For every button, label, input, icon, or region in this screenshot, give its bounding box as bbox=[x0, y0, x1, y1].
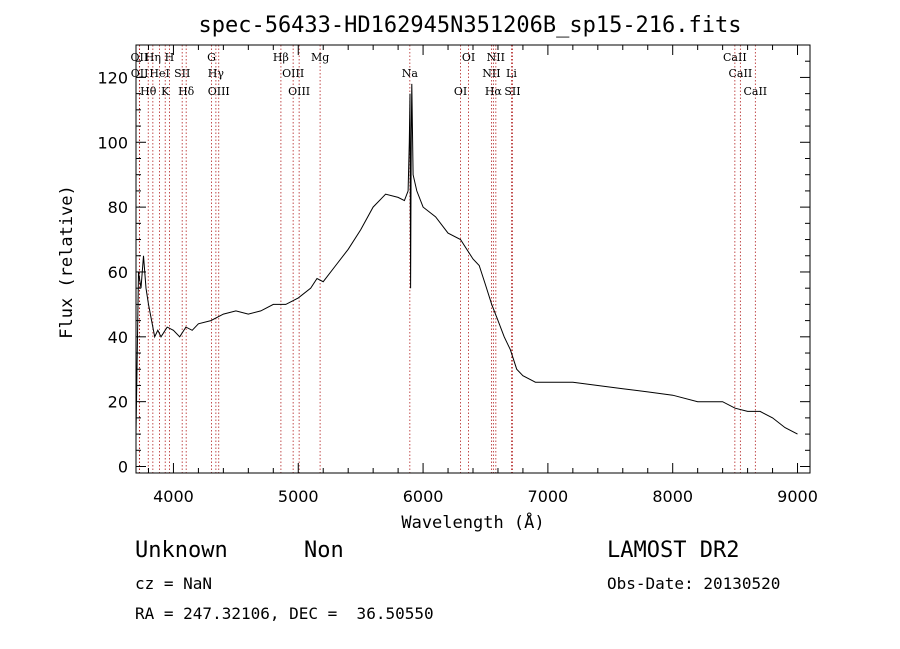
emission-line-label: OI bbox=[462, 51, 475, 64]
emission-line-label: CaII bbox=[743, 85, 767, 98]
emission-line-label: Hγ bbox=[208, 67, 225, 80]
x-tick-label: 8000 bbox=[652, 487, 693, 506]
emission-line-label: OII bbox=[131, 67, 149, 80]
emission-line-label: Na bbox=[402, 67, 419, 80]
y-tick-label: 100 bbox=[97, 133, 128, 152]
emission-line-label: OIII bbox=[208, 85, 230, 98]
emission-line-label: Hη bbox=[145, 51, 161, 64]
emission-line-label: Hα bbox=[485, 85, 503, 98]
emission-line-label: OII bbox=[131, 51, 149, 64]
emission-line-label: OIII bbox=[282, 67, 304, 80]
observation-date: Obs-Date: 20130520 bbox=[607, 574, 781, 593]
emission-line-label: Hδ bbox=[178, 85, 195, 98]
y-tick-label: 0 bbox=[118, 458, 128, 477]
emission-line-label: H bbox=[165, 51, 175, 64]
emission-lines-layer bbox=[138, 45, 756, 473]
x-tick-label: 6000 bbox=[403, 487, 444, 506]
x-tick-label: 5000 bbox=[278, 487, 319, 506]
emission-line-label: K bbox=[161, 85, 170, 98]
redshift-cz: cz = NaN bbox=[135, 574, 213, 593]
x-tick-label: 7000 bbox=[528, 487, 569, 506]
emission-line-label: HeI bbox=[149, 67, 169, 80]
emission-line-label: SII bbox=[174, 67, 190, 80]
emission-line-label: Hβ bbox=[273, 51, 289, 64]
x-tick-label: 4000 bbox=[153, 487, 194, 506]
chart-title: spec-56433-HD162945N351206B_sp15-216.fit… bbox=[198, 13, 741, 38]
y-tick-label: 80 bbox=[108, 198, 128, 217]
y-tick-label: 40 bbox=[108, 328, 128, 347]
x-axis-label: Wavelength (Å) bbox=[401, 511, 544, 533]
survey-name: LAMOST DR2 bbox=[607, 538, 740, 563]
y-tick-label: 20 bbox=[108, 393, 128, 412]
emission-line-label: NII bbox=[487, 51, 505, 64]
x-tick-label: 9000 bbox=[777, 487, 818, 506]
emission-labels-layer: OII OII Hθ Hη HeI K H SII Hδ G Hγ OIII Hβ OIII OIII Mg N… bbox=[131, 51, 768, 98]
emission-line-label: SII bbox=[504, 85, 520, 98]
spectrum-line bbox=[135, 83, 798, 435]
y-tick-label: 120 bbox=[97, 68, 128, 87]
emission-line-label: Li bbox=[506, 67, 517, 80]
emission-line-label: OIII bbox=[288, 85, 310, 98]
emission-line-label: OI bbox=[454, 85, 467, 98]
emission-line-label: Hθ bbox=[140, 85, 157, 98]
emission-line-label: CaII bbox=[729, 67, 753, 80]
spectrum-chart: spec-56433-HD162945N351206B_sp15-216.fit… bbox=[57, 13, 818, 533]
x-axis: 4000 5000 6000 7000 8000 9000 bbox=[147, 45, 818, 506]
object-class: Non bbox=[304, 538, 344, 563]
emission-line-label: CaII bbox=[723, 51, 747, 64]
y-axis-label: Flux (relative) bbox=[57, 185, 77, 339]
ra-dec-coordinates: RA = 247.32106, DEC = 36.50550 bbox=[135, 604, 434, 623]
emission-line-label: NII bbox=[482, 67, 500, 80]
emission-line-label: Mg bbox=[311, 51, 329, 64]
y-tick-label: 60 bbox=[108, 263, 128, 282]
object-name: Unknown bbox=[135, 538, 228, 563]
y-axis: 0 20 40 60 80 100 120 bbox=[97, 60, 810, 477]
emission-line-label: G bbox=[207, 51, 216, 64]
